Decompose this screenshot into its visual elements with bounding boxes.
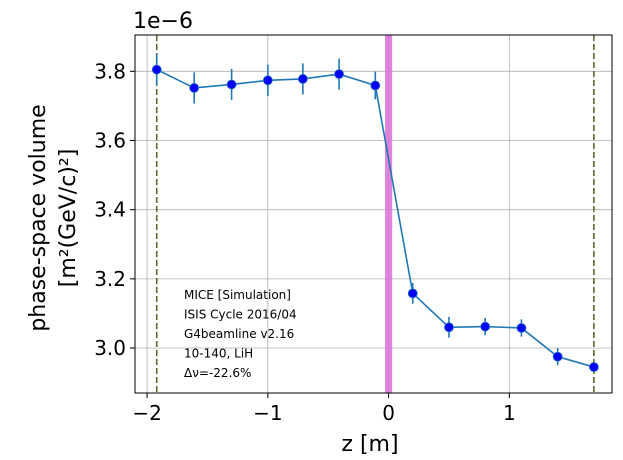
data-point	[516, 323, 527, 333]
series-line	[156, 68, 595, 368]
y-tick-label: 3.0	[94, 336, 126, 360]
data-point	[588, 362, 599, 372]
x-tick-label: 0	[382, 401, 395, 425]
absorber-band	[384, 35, 393, 393]
data-point	[480, 321, 491, 332]
x-tick-label: 1	[503, 401, 516, 425]
data-point	[370, 80, 381, 91]
data-point	[444, 322, 454, 333]
data-point	[262, 75, 273, 86]
plot-frame	[134, 34, 613, 394]
y-offset-label: 1e−6	[133, 9, 193, 34]
x-axis-label: z [m]	[341, 432, 398, 457]
data-point	[226, 79, 237, 90]
annotation-line: Δν=-22.6%	[184, 366, 251, 380]
data-point	[189, 83, 200, 93]
data-point	[151, 64, 162, 75]
y-tick-label: 3.8	[94, 59, 126, 83]
data-point	[297, 74, 308, 84]
y-tick-label: 3.4	[94, 198, 126, 222]
detector-lines	[155, 35, 595, 393]
annotation-line: G4beamline v2.16	[184, 327, 294, 341]
y-axis-label: phase-space volume	[26, 104, 51, 331]
annotation-line: MICE [Simulation]	[184, 288, 291, 302]
y-axis-units: [m²(GeV/c)²]	[56, 149, 81, 288]
y-tick-label: 3.2	[94, 267, 126, 291]
data-point	[334, 69, 344, 79]
data-point	[552, 351, 563, 362]
absorber-band-rect	[384, 35, 393, 393]
annotation-line: 10-140, LiH	[184, 347, 253, 361]
data-point	[407, 288, 418, 299]
x-tick-label: −2	[132, 401, 161, 425]
data-series	[151, 54, 599, 373]
y-axis-label-line2: [m²(GeV/c)²]	[56, 149, 81, 288]
x-tick-label: −1	[253, 401, 282, 425]
y-tick-label: 3.6	[94, 128, 126, 152]
annotation-line: ISIS Cycle 2016/04	[184, 308, 297, 322]
axis-ticks: −2 −1 0 1 3.0 3.2 3.4 3.6 3.8	[94, 59, 516, 425]
y-axis-label-line1: phase-space volume	[26, 104, 51, 331]
annotation-box: MICE [Simulation] ISIS Cycle 2016/04 G4bea…	[184, 288, 297, 380]
